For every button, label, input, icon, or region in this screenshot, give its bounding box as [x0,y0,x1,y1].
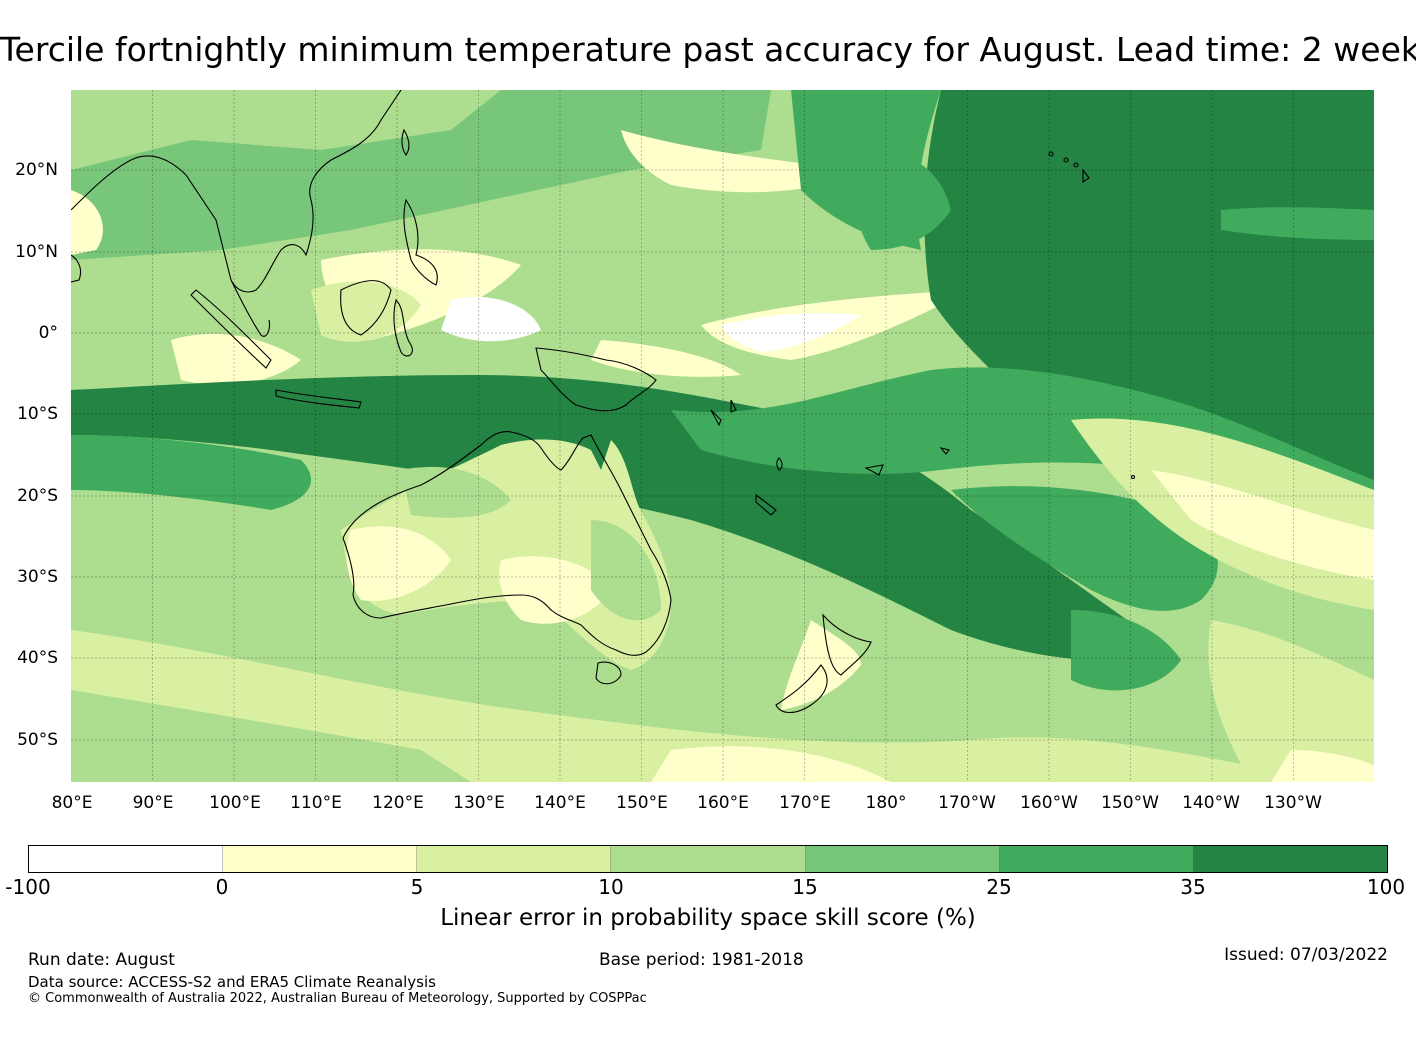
colorbar-segment [417,846,612,872]
colorbar-tick: 5 [410,875,424,899]
colorbar-segment [29,846,224,872]
lon-label-130w: 130°W [1264,793,1322,813]
lon-label-170w: 170°W [938,793,996,813]
lon-label-170e: 170°E [779,793,831,813]
colorbar-segment [1193,846,1387,872]
lat-label-20n: 20°N [15,160,58,180]
lon-label-80e: 80°E [51,793,93,813]
lat-label-10n: 10°N [15,242,58,262]
run-date: Run date: August [28,950,175,970]
lon-label-130e: 130°E [453,793,505,813]
lat-label-40s: 40°S [17,648,58,668]
lon-label-90e: 90°E [132,793,174,813]
coastlines [71,90,1136,714]
colorbar-segment [805,846,1000,872]
lon-label-180: 180° [865,793,907,813]
data-source: Data source: ACCESS-S2 and ERA5 Climate … [28,973,436,991]
colorbar-tick: 100 [1366,875,1406,899]
lon-label-160e: 160°E [697,793,749,813]
skill-score-map [71,90,1374,782]
lat-label-20s: 20°S [17,486,58,506]
lat-label-10s: 10°S [17,404,58,424]
gridlines [71,90,1374,782]
colorbar-segment [999,846,1194,872]
lon-label-140w: 140°W [1182,793,1240,813]
lon-label-160w: 160°W [1020,793,1078,813]
lon-label-140e: 140°E [534,793,586,813]
colorbar [28,845,1388,873]
colorbar-label: Linear error in probability space skill … [440,905,976,931]
base-period: Base period: 1981-2018 [599,950,804,970]
lon-label-150e: 150°E [616,793,668,813]
issued-date: Issued: 07/03/2022 [1224,945,1388,965]
colorbar-tick: 15 [792,875,818,899]
colorbar-tick: 25 [986,875,1012,899]
colorbar-tick: 10 [598,875,624,899]
lon-label-120e: 120°E [372,793,424,813]
lon-label-110e: 110°E [290,793,342,813]
lon-label-100e: 100°E [209,793,261,813]
colorbar-segment [223,846,418,872]
lat-label-50s: 50°S [17,730,58,750]
skill-shading [71,90,1374,782]
copyright-notice: © Commonwealth of Australia 2022, Austra… [28,991,647,1006]
lon-label-150w: 150°W [1101,793,1159,813]
colorbar-tick: 35 [1180,875,1206,899]
lat-label-0: 0° [38,323,58,343]
map-title: Tercile fortnightly minimum temperature … [0,30,1416,69]
colorbar-segment [611,846,806,872]
lat-label-30s: 30°S [17,567,58,587]
colorbar-tick: -100 [5,875,51,899]
colorbar-tick: 0 [215,875,229,899]
